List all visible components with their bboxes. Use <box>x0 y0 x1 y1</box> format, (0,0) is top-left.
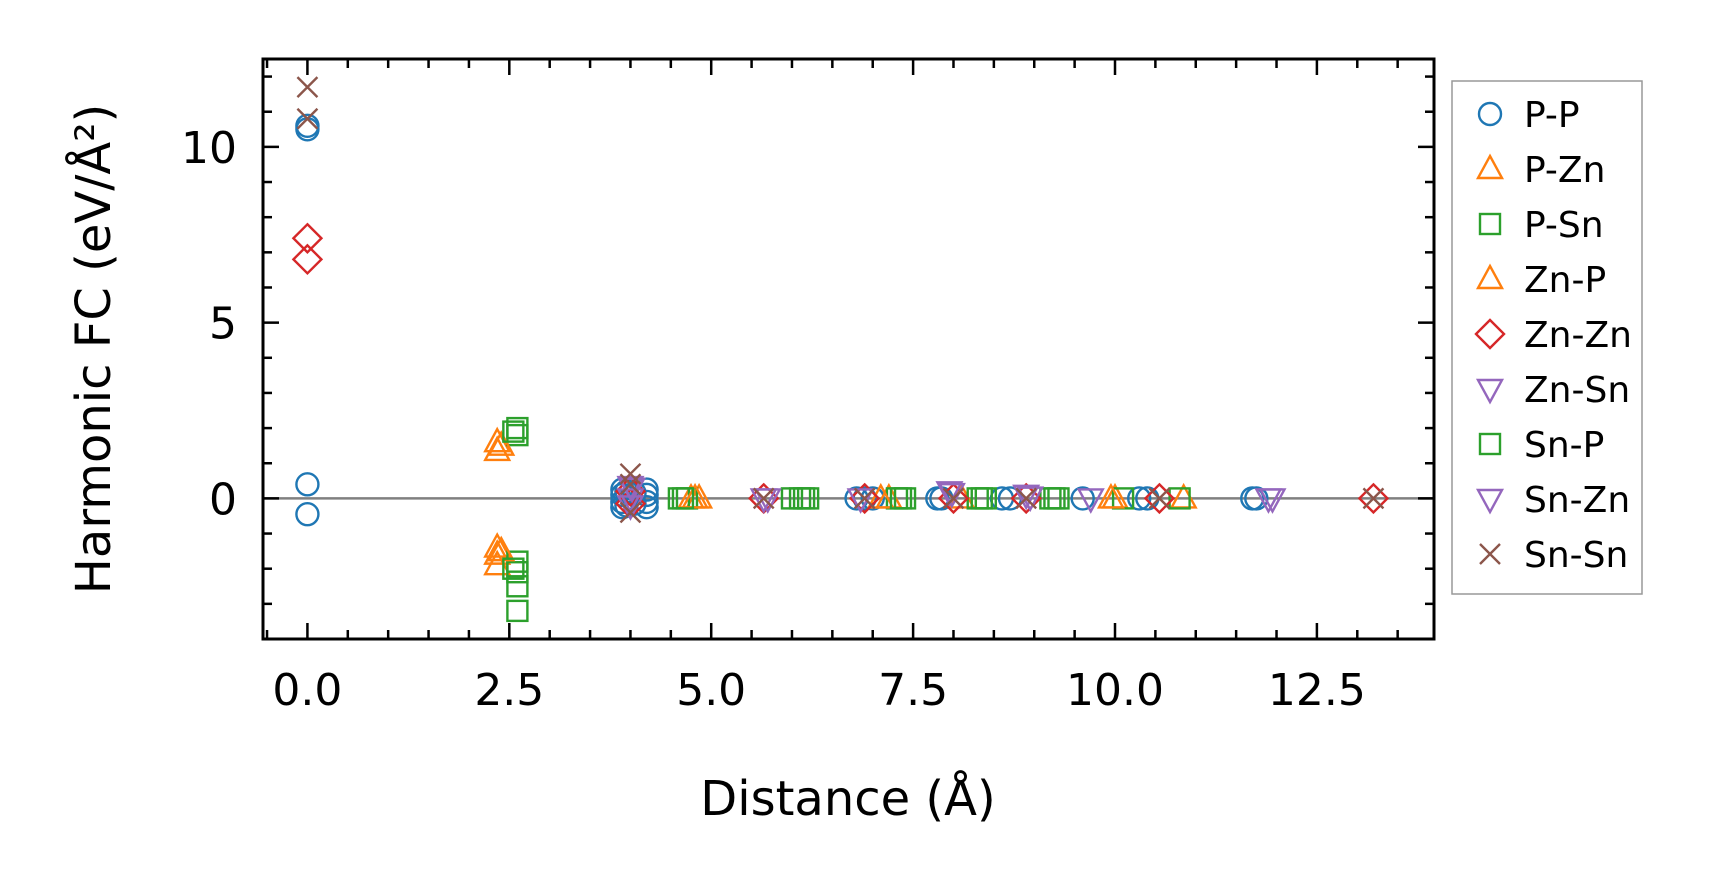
legend-label-sn-sn: Sn-Sn <box>1524 535 1628 576</box>
data-point-sn-p <box>671 487 695 510</box>
legend-marker-zn-p <box>1475 263 1505 290</box>
x-tick-label: 2.5 <box>474 665 544 716</box>
legend-marker-sn-zn <box>1475 488 1505 515</box>
data-point-sn-sn <box>1148 487 1171 510</box>
legend-marker-zn-sn <box>1475 378 1505 405</box>
y-tick-label: 10 <box>181 123 237 174</box>
legend-label-sn-p: Sn-P <box>1524 425 1604 466</box>
data-point-sn-p <box>502 420 525 443</box>
data-point-p-zn <box>483 539 512 565</box>
data-point-zn-zn <box>1010 482 1042 515</box>
data-point-sn-sn <box>1362 487 1385 510</box>
legend-marker-p-zn <box>1475 153 1505 180</box>
legend: P-P P-Zn P-Sn Zn-P Zn-Zn Zn-Sn Sn-P Sn-Zn Sn-Sn <box>1451 80 1643 595</box>
x-tick-label: 10.0 <box>1066 665 1164 716</box>
legend-label-zn-zn: Zn-Zn <box>1524 315 1632 356</box>
data-point-sn-zn <box>1254 488 1283 514</box>
data-point-sn-p <box>502 557 525 580</box>
data-point-sn-sn <box>1015 487 1038 510</box>
data-point-zn-p <box>487 430 516 456</box>
data-point-p-sn <box>506 423 529 447</box>
data-point-p-zn <box>483 532 512 558</box>
data-point-zn-zn <box>1357 482 1390 515</box>
data-point-sn-p <box>889 487 913 510</box>
legend-marker-sn-p <box>1478 432 1502 456</box>
data-point-zn-p <box>1096 482 1125 509</box>
x-tick-label: 5.0 <box>676 665 746 716</box>
data-point-p-sn <box>506 599 529 623</box>
series-p-p <box>295 113 1269 527</box>
legend-marker-zn-zn <box>1474 318 1506 350</box>
data-point-zn-p <box>866 482 895 509</box>
legend-label-p-sn: P-Sn <box>1524 205 1604 246</box>
data-point-sn-sn <box>296 76 319 98</box>
data-point-zn-zn <box>291 243 324 276</box>
data-point-sn-sn <box>752 487 775 510</box>
x-axis-label: Distance (Å) <box>700 770 995 827</box>
data-point-sn-sn <box>853 487 876 510</box>
legend-marker-p-p <box>1477 101 1503 127</box>
data-point-p-p <box>295 502 320 527</box>
data-point-sn-p <box>970 487 993 510</box>
x-tick-label: 7.5 <box>878 665 948 716</box>
y-axis-label: Harmonic FC (eV/Å²) <box>65 104 122 594</box>
plot-frame <box>261 57 1436 641</box>
data-point-zn-p <box>487 535 516 562</box>
data-point-zn-zn <box>1143 482 1176 515</box>
x-tick-label: 0.0 <box>272 665 342 716</box>
data-points <box>291 76 1390 623</box>
data-point-p-p <box>1127 486 1152 511</box>
x-tick-label: 12.5 <box>1268 665 1366 716</box>
data-point-sn-sn <box>942 487 965 510</box>
series-zn-zn <box>291 222 1390 520</box>
data-point-sn-sn <box>619 501 642 524</box>
data-point-p-sn <box>1168 487 1191 510</box>
legend-label-zn-p: Zn-P <box>1524 260 1606 301</box>
tick-labels: 0.0 2.5 5.0 7.5 10.0 12.5 0 5 10 <box>181 123 1366 716</box>
data-point-sn-sn <box>619 473 642 496</box>
data-point-sn-p <box>792 487 816 510</box>
data-point-zn-sn <box>1012 484 1041 511</box>
y-tick-label: 0 <box>209 474 237 525</box>
data-point-p-sn <box>506 561 529 584</box>
series-zn-p <box>487 430 1125 562</box>
data-point-zn-p <box>681 482 710 509</box>
data-point-p-sn <box>506 575 529 598</box>
data-point-zn-zn <box>848 482 881 515</box>
series-sn-p <box>502 420 1066 580</box>
axis-ticks <box>263 59 1434 641</box>
legend-label-zn-sn: Zn-Sn <box>1524 370 1630 411</box>
legend-label-p-p: P-P <box>1524 95 1580 136</box>
series-p-sn <box>506 416 1191 623</box>
data-point-zn-sn <box>935 481 964 507</box>
data-point-sn-sn <box>296 107 319 130</box>
data-point-p-p <box>1244 486 1269 511</box>
series-sn-sn <box>296 76 1385 524</box>
data-point-zn-zn <box>291 222 324 254</box>
legend-marker-sn-sn <box>1479 543 1501 565</box>
legend-label-sn-zn: Sn-Zn <box>1524 480 1630 521</box>
legend-marker-p-sn <box>1478 212 1502 236</box>
y-tick-label: 5 <box>209 299 237 350</box>
data-point-sn-sn <box>619 462 642 485</box>
data-point-sn-zn <box>1016 486 1045 513</box>
data-point-zn-sn <box>1076 488 1105 514</box>
legend-label-p-zn: P-Zn <box>1524 150 1605 191</box>
series-p-zn <box>483 426 1198 576</box>
data-point-zn-sn <box>616 488 645 514</box>
data-point-p-p <box>1070 486 1095 511</box>
data-point-sn-p <box>1043 487 1066 510</box>
data-point-p-p <box>860 486 885 511</box>
data-point-p-p <box>295 472 320 497</box>
